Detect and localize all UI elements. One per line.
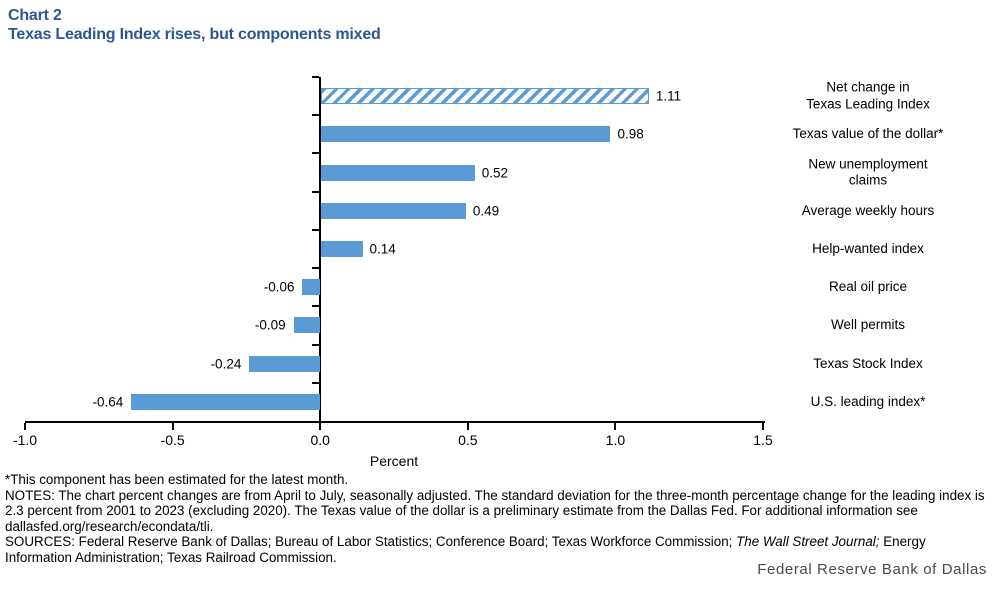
x-axis-tick (466, 423, 469, 430)
x-axis-tick (762, 423, 764, 430)
bar-value-label: -0.06 (263, 279, 295, 295)
footnote-notes: NOTES: The chart percent changes are fro… (5, 487, 985, 534)
bar-value-label: 0.49 (472, 203, 500, 219)
x-axis-tick-label: 1.5 (753, 432, 773, 448)
sources-text: SOURCES: Federal Reserve Bank of Dallas;… (5, 534, 737, 550)
bar-8 (249, 355, 321, 372)
category-label: Texas value of the dollar* (792, 126, 944, 142)
chart-title-block: Chart 2 Texas Leading Index rises, but c… (8, 6, 381, 44)
x-axis-tick-label: 1.0 (605, 432, 626, 448)
bar-value-label: 0.98 (617, 126, 644, 142)
footnotes: *This component has been estimated for t… (5, 472, 995, 566)
footnote-asterisk: *This component has been estimated for t… (5, 472, 349, 487)
bar-value-label: 1.11 (655, 88, 682, 104)
bar-5 (321, 241, 363, 257)
y-axis-tick (312, 228, 320, 231)
bar-value-label: -0.24 (210, 356, 242, 372)
x-axis-tick (614, 423, 617, 430)
y-axis-tick (312, 305, 320, 308)
bar-chart: -1.0 -0.5 0.0 0.5 1.0 1.5 1.11 Net change in Te… (12, 76, 944, 448)
category-label: Texas Stock Index (813, 355, 923, 371)
x-axis-tick-label: -0.5 (160, 432, 185, 448)
y-axis-tick (312, 343, 320, 346)
footnote-sources: SOURCES: Federal Reserve Bank of Dallas;… (5, 534, 995, 565)
bar-4 (321, 202, 466, 219)
y-axis-tick (312, 190, 320, 193)
category-label: Net change in Texas Leading Index (806, 79, 930, 112)
category-label: New unemployment claims (808, 156, 928, 188)
y-axis-tick (312, 152, 320, 155)
bar-7 (293, 317, 321, 334)
category-label: U.S. leading index* (810, 393, 926, 409)
bar-9 (131, 393, 321, 410)
bar-value-label: 0.14 (369, 241, 396, 257)
bar-6 (302, 279, 321, 296)
bar-value-label: -0.64 (92, 394, 124, 410)
bar-value-label: -0.09 (254, 317, 286, 333)
category-label: Real oil price (828, 278, 908, 294)
bar-3 (321, 164, 475, 181)
dallas-fed-wordmark: Federal Reserve Bank of Dallas (757, 561, 987, 578)
x-axis-tick-label: 0.0 (310, 432, 330, 448)
x-axis-line (25, 421, 765, 423)
x-axis-tick (24, 423, 26, 430)
sources-italic-text: The Wall Street Journal; (736, 534, 880, 550)
category-label: Help-wanted index (812, 240, 924, 256)
y-axis-tick (312, 381, 320, 384)
chart-title: Texas Leading Index rises, but component… (8, 26, 381, 43)
y-axis-tick (312, 76, 320, 78)
category-label: Average weekly hours (801, 202, 935, 218)
y-axis-line (319, 77, 322, 423)
x-axis-label: Percent (369, 453, 419, 469)
bar-2 (321, 126, 611, 143)
bar-value-label: 0.52 (481, 165, 508, 181)
x-axis-tick-label: 0.5 (458, 432, 478, 448)
bar-1 (321, 88, 649, 105)
x-axis-tick (171, 423, 174, 430)
sources-text-end: Energy Information Administration; Texas… (5, 534, 926, 565)
y-axis-tick (312, 114, 320, 117)
category-label: Well permits (830, 317, 905, 333)
chart-number: Chart 2 (8, 7, 62, 24)
y-axis-tick (312, 267, 320, 270)
x-axis-tick-label: -1.0 (12, 432, 38, 448)
x-axis-tick (319, 423, 322, 430)
